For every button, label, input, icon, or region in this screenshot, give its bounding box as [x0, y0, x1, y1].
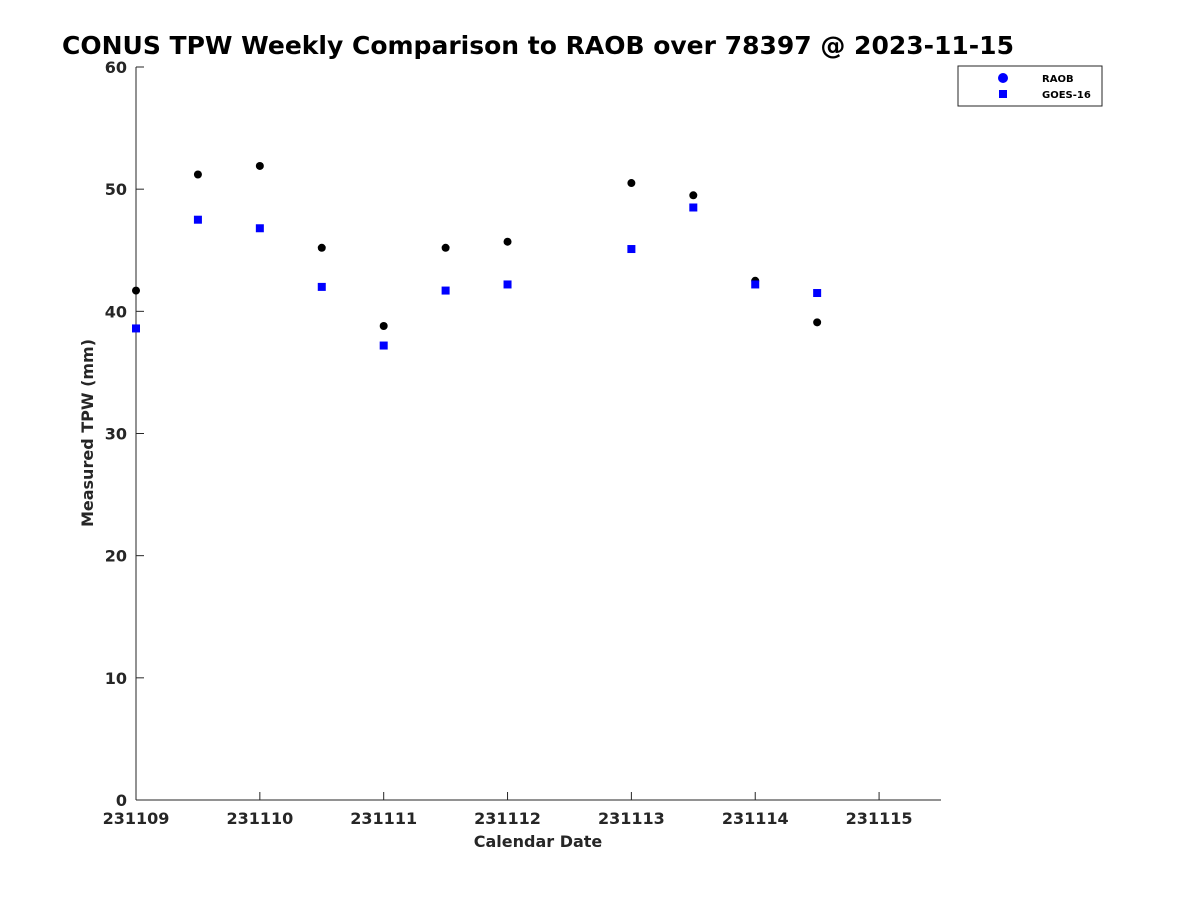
- x-axis-label: Calendar Date: [474, 832, 603, 851]
- data-point: [317, 243, 326, 252]
- data-point: [627, 179, 636, 188]
- y-axis-label: Measured TPW (mm): [78, 339, 97, 527]
- x-tick-label: 231115: [846, 809, 913, 828]
- y-tick-label: 20: [105, 547, 127, 566]
- series-raob: [132, 161, 822, 330]
- x-tick-label: 231109: [103, 809, 170, 828]
- axes: [135, 67, 941, 801]
- legend-box: [957, 65, 1103, 107]
- data-point: [379, 321, 388, 330]
- data-point: [193, 170, 202, 179]
- data-point: [441, 286, 450, 295]
- data-point: [627, 245, 636, 254]
- data-point: [379, 341, 388, 350]
- data-point: [193, 215, 202, 224]
- data-point: [132, 286, 140, 295]
- data-point: [132, 324, 140, 333]
- data-point: [813, 318, 822, 327]
- y-tick-label: 30: [105, 425, 127, 444]
- data-point: [255, 161, 264, 170]
- data-point: [503, 280, 512, 289]
- y-tick-label: 60: [105, 58, 127, 77]
- y-tick-label: 40: [105, 302, 127, 321]
- x-tick-label: 231111: [350, 809, 417, 828]
- legend: RAOB GOES-16: [957, 65, 1103, 107]
- y-tick-label: 0: [116, 791, 127, 810]
- legend-marker-goes-16: [999, 90, 1007, 98]
- legend-marker-raob: [998, 73, 1008, 83]
- y-tick-label: 10: [105, 669, 127, 688]
- chart-title: CONUS TPW Weekly Comparison to RAOB over…: [62, 31, 1014, 60]
- data-point: [751, 280, 760, 289]
- data-point: [813, 289, 822, 298]
- data-point: [255, 224, 264, 233]
- data-points: [132, 161, 822, 350]
- series-goes-16: [132, 203, 822, 350]
- data-point: [689, 191, 698, 200]
- legend-label: GOES-16: [1042, 90, 1091, 101]
- data-point: [503, 237, 512, 246]
- x-tick-label: 231112: [474, 809, 541, 828]
- y-axis-ticks: 0 10 20 30 40 50 60: [105, 58, 144, 810]
- legend-label: RAOB: [1042, 74, 1074, 85]
- data-point: [441, 243, 450, 252]
- data-point: [689, 203, 698, 212]
- x-axis-ticks: 231109 231110 231111 231112 231113 231114 2311…: [103, 792, 913, 828]
- x-tick-label: 231114: [722, 809, 789, 828]
- x-tick-label: 231113: [598, 809, 665, 828]
- x-tick-label: 231110: [226, 809, 293, 828]
- y-tick-label: 50: [105, 180, 127, 199]
- data-point: [317, 282, 326, 291]
